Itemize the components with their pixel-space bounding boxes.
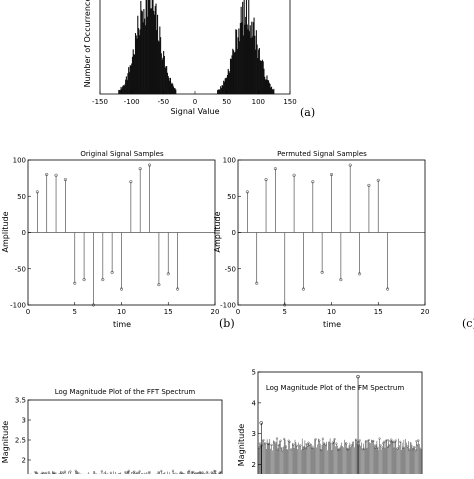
panel-a-caption: (a): [300, 106, 315, 119]
x-tick-label: 15: [374, 308, 383, 316]
y-tick-label: -50: [225, 265, 236, 273]
panel-b-caption: (b): [219, 317, 235, 330]
y-tick-label: -100: [10, 302, 26, 310]
x-tick-label: -50: [158, 98, 169, 106]
panel-c-caption: (c): [462, 317, 474, 330]
x-tick-label: -150: [92, 98, 108, 106]
x-tick-label: 10: [327, 308, 336, 316]
x-tick-label: 10: [117, 308, 126, 316]
panel-a-xlabel: Signal Value: [170, 107, 219, 116]
y-tick-label: 5: [252, 369, 256, 377]
panel-b-title: Original Signal Samples: [80, 150, 164, 158]
panel-d-fft-spectrum: Log Magnitude Plot of the FFT Spectrum 3…: [1, 388, 222, 474]
panel-e-ylabel: Magnitude: [237, 424, 246, 466]
y-tick-label: 0: [232, 229, 236, 237]
y-tick-label: 3: [252, 430, 256, 438]
panel-b-x-ticks: 0 5 10 15 20: [26, 302, 220, 316]
histogram-bar: [175, 90, 176, 94]
x-tick-label: 0: [236, 308, 240, 316]
y-tick-label: 2.5: [15, 437, 26, 445]
y-tick-label: 2: [22, 457, 26, 465]
y-tick-label: 3: [22, 417, 26, 425]
panel-e-fm-spectrum: Log Magnitude Plot of the FM Spectrum 5 4…: [237, 369, 422, 475]
panel-a-ylabel: Number of Occurrences: [83, 0, 92, 87]
panel-a-histogram: -150 -100 -50 0 50 100 150 Number of Occurrenc…: [83, 0, 315, 119]
x-tick-label: 20: [421, 308, 430, 316]
panel-d-spectrum-stems: [28, 470, 222, 474]
panel-d-ylabel: Magnitude: [1, 421, 10, 463]
x-tick-label: 5: [283, 308, 287, 316]
x-tick-label: 50: [222, 98, 231, 106]
y-tick-label: 0: [22, 229, 26, 237]
panel-c-xlabel: time: [323, 320, 341, 329]
histogram-bars: [118, 0, 274, 94]
panel-c-ylabel: Amplitude: [213, 211, 222, 252]
x-tick-label: 0: [26, 308, 30, 316]
histogram-bar: [273, 89, 274, 94]
panel-e-title: Log Magnitude Plot of the FM Spectrum: [266, 384, 405, 392]
panel-e-y-ticks: 5 4 3 2: [252, 369, 261, 470]
y-tick-label: 4: [252, 399, 257, 407]
panel-c-stems: [246, 164, 389, 307]
panel-b-ylabel: Amplitude: [1, 211, 10, 252]
x-tick-label: 20: [211, 308, 220, 316]
y-tick-label: 50: [17, 193, 26, 201]
panel-c-title: Permuted Signal Samples: [277, 150, 367, 158]
y-tick-label: 2: [252, 461, 256, 469]
panel-b-xlabel: time: [113, 320, 131, 329]
x-tick-label: 150: [283, 98, 296, 106]
panel-d-frame: [28, 400, 222, 474]
y-tick-label: 100: [223, 157, 236, 165]
panel-b-stems: [36, 164, 179, 307]
y-tick-label: 3.5: [15, 397, 26, 405]
y-tick-label: 100: [13, 157, 26, 165]
panel-c-x-ticks: 0 5 10 15 20: [236, 302, 430, 316]
y-tick-label: -100: [220, 302, 236, 310]
x-tick-label: 5: [73, 308, 77, 316]
y-tick-label: 50: [227, 193, 236, 201]
x-tick-label: -100: [124, 98, 140, 106]
x-tick-label: 100: [252, 98, 265, 106]
panel-d-y-ticks: 3.5 3 2.5 2: [15, 397, 31, 465]
y-tick-label: -50: [15, 265, 26, 273]
x-tick-label: 15: [164, 308, 173, 316]
x-tick-label: 0: [193, 98, 197, 106]
panel-d-title: Log Magnitude Plot of the FFT Spectrum: [55, 388, 196, 396]
